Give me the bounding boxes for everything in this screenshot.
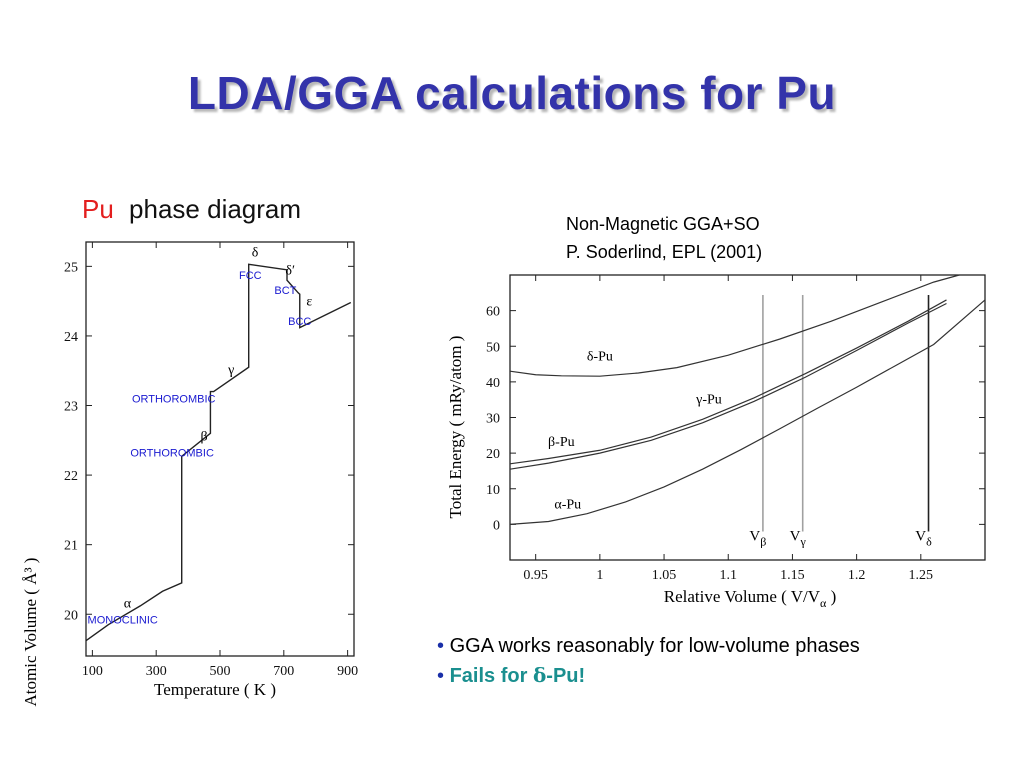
- x-tick-label: 1: [596, 568, 603, 583]
- y-tick-label: 50: [486, 340, 500, 355]
- y-tick-label: 24: [64, 330, 78, 345]
- x-tick-label: 500: [210, 664, 231, 679]
- y-tick-label: 20: [64, 608, 78, 623]
- phase-volume-line: [85, 263, 352, 642]
- phase-structure-label: ORTHOROMBIC: [132, 394, 216, 406]
- y-tick-label: 60: [486, 305, 500, 320]
- volume-marker-sub: δ: [926, 534, 932, 548]
- energy-chart-series: [509, 274, 986, 525]
- phase-diagram-title-pu: Pu: [82, 194, 114, 224]
- volume-marker-sub: γ: [799, 534, 806, 548]
- series-label: γ-Pu: [695, 392, 722, 407]
- y-tick-label: 40: [486, 376, 500, 391]
- phase-symbol-label: δ′: [285, 264, 295, 279]
- x-tick-label: 900: [337, 664, 358, 679]
- energy-chart-heading-1: Non-Magnetic GGA+SO: [566, 214, 760, 234]
- y-tick-label: 25: [64, 260, 78, 275]
- phase-symbol-label: β: [200, 429, 207, 444]
- volume-marker-label: Vβ: [749, 528, 766, 548]
- y-tick-label: 0: [493, 518, 500, 533]
- series-label: α-Pu: [554, 497, 581, 512]
- x-tick-label: 100: [82, 664, 103, 679]
- phase-structure-label: BCT: [274, 285, 296, 297]
- series-label: β-Pu: [548, 435, 575, 450]
- energy-chart-xlabel-sub: α: [820, 596, 827, 610]
- x-tick-label: 0.95: [523, 568, 548, 583]
- energy-chart-ylabel: Total Energy ( mRy/atom ): [446, 336, 465, 519]
- energy-curve: [509, 299, 986, 525]
- x-tick-label: 700: [273, 664, 294, 679]
- energy-curve: [509, 274, 960, 377]
- phase-structure-label: BCC: [288, 316, 311, 328]
- x-tick-label: 1.25: [909, 568, 934, 583]
- phase-symbol-label: γ: [227, 363, 234, 378]
- volume-marker-sub: β: [760, 534, 766, 548]
- bullet-marker: •: [437, 635, 445, 657]
- x-tick-label: 300: [146, 664, 167, 679]
- phase-structure-label: ORTHOROMBIC: [130, 447, 214, 459]
- x-tick-label: 1.2: [848, 568, 866, 583]
- phase-diagram-title-rest: phase diagram: [129, 194, 301, 224]
- phase-diagram-frame: [85, 241, 355, 657]
- bullet-item-1: • GGA works reasonably for low-volume ph…: [437, 632, 860, 661]
- slide-title: LDA/GGA calculations for Pu: [187, 67, 837, 119]
- energy-chart-xlabel-main: Relative Volume ( V/V: [664, 587, 821, 606]
- energy-chart-xlabel: Relative Volume ( V/Vα ): [664, 587, 837, 610]
- phase-symbol-label: α: [124, 596, 132, 611]
- y-tick-label: 20: [486, 447, 500, 462]
- y-tick-label: 23: [64, 400, 78, 415]
- energy-chart: Non-Magnetic GGA+SO P. Soderlind, EPL (2…: [446, 214, 986, 610]
- phase-diagram-ylabel: Atomic Volume ( Å³ ): [21, 558, 40, 707]
- y-tick-label: 22: [64, 469, 78, 484]
- y-tick-label: 10: [486, 483, 500, 498]
- bullet-item-2: • Fails for δ-Pu!: [437, 661, 860, 691]
- phase-diagram-chart: Pu phase diagram 100 300 500 700 900 20 21 22 23…: [21, 194, 358, 707]
- phase-diagram-annotations: α MONOCLINIC β ORTHOROMBIC γ ORTHOROMBIC δ FCC δ…: [88, 246, 313, 627]
- bullet-text-2-prefix: Fails for: [449, 665, 533, 687]
- x-tick-label: 1.1: [719, 568, 737, 583]
- energy-chart-ticks: 0.95 1 1.05 1.1 1.15 1.2 1.25 0 10 20 30 40 50 60: [486, 275, 985, 583]
- phase-structure-label: FCC: [239, 270, 262, 282]
- phase-diagram-xlabel: Temperature ( K ): [154, 680, 276, 699]
- bullet-text-1: GGA works reasonably for low-volume phas…: [449, 635, 860, 657]
- x-tick-label: 1.05: [652, 568, 677, 583]
- volume-marker-label: Vδ: [915, 528, 932, 548]
- energy-chart-heading-2: P. Soderlind, EPL (2001): [566, 242, 762, 262]
- energy-curve: [509, 302, 947, 470]
- volume-marker-label: Vγ: [790, 528, 807, 548]
- bullet-text-2-suffix: -Pu!: [546, 665, 586, 687]
- bullet-list: • GGA works reasonably for low-volume ph…: [437, 632, 860, 691]
- phase-symbol-label: ε: [306, 294, 312, 309]
- bullet-text-2-symbol: δ: [532, 663, 547, 687]
- x-tick-label: 1.15: [780, 568, 805, 583]
- energy-chart-series-labels: δ-Pu γ-Pu β-Pu α-Pu: [548, 350, 722, 513]
- phase-diagram-title: Pu phase diagram: [82, 194, 301, 224]
- y-tick-label: 21: [64, 539, 78, 554]
- phase-structure-label: MONOCLINIC: [88, 614, 158, 626]
- energy-chart-vlines: Vβ Vγ Vδ: [749, 295, 932, 548]
- energy-chart-xlabel-end: ): [826, 587, 836, 606]
- phase-symbol-label: δ: [252, 246, 259, 261]
- phase-diagram-ticks: 100 300 500 700 900 20 21 22 23 24 25: [64, 242, 358, 679]
- y-tick-label: 30: [486, 412, 500, 427]
- bullet-marker: •: [437, 665, 445, 687]
- phase-diagram-series: [85, 263, 352, 642]
- series-label: δ-Pu: [587, 350, 613, 365]
- energy-curve: [509, 299, 947, 465]
